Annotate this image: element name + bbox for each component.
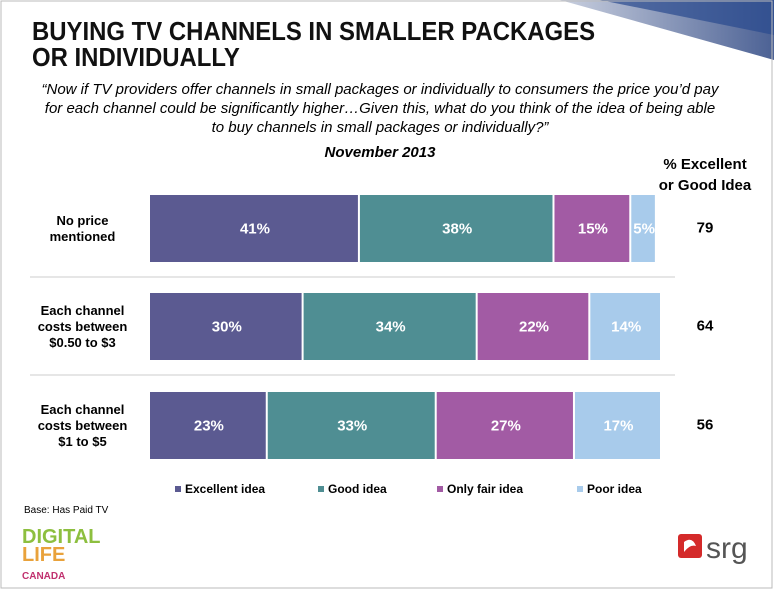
summary-title: % Excellent or Good Idea [658, 156, 752, 194]
value-label: 14% [611, 318, 641, 335]
legend-label: Excellent idea [185, 482, 265, 496]
legend-swatch [175, 486, 181, 492]
bar-segment [554, 195, 630, 262]
logo-word: DIGITAL [22, 526, 101, 548]
summary-value: 56 [697, 416, 714, 433]
bar-segment [150, 392, 266, 459]
value-label: 38% [442, 220, 472, 237]
legend-label: Good idea [328, 482, 387, 496]
category-label: No price mentioned [49, 212, 116, 244]
bar-segment [590, 293, 660, 360]
category-label: Each channel costs between $1 to $5 [37, 401, 128, 449]
chart-title: BUYING TV CHANNELS IN SMALLER PACKAGES O… [32, 16, 596, 72]
value-label: 33% [337, 417, 367, 434]
value-label: 23% [194, 417, 224, 434]
category-label: Each channel costs between $0.50 to $3 [37, 302, 128, 350]
bar-segment [303, 293, 476, 360]
bar-segment [267, 392, 435, 459]
bar-segment [436, 392, 573, 459]
value-label: 22% [519, 318, 549, 335]
legend-swatch [437, 486, 443, 492]
bar-segment [477, 293, 589, 360]
bar-segment [150, 195, 358, 262]
logo-word: CANADA [22, 571, 66, 582]
summary-value: 64 [697, 317, 714, 334]
bar-segment [574, 392, 660, 459]
bar-segment [150, 293, 302, 360]
value-label: 17% [603, 417, 633, 434]
subtitle: “Now if TV providers offer channels in s… [41, 81, 719, 136]
legend-label: Only fair idea [447, 482, 523, 496]
value-label: 30% [212, 318, 242, 335]
value-label: 41% [240, 220, 270, 237]
bar-segment [631, 195, 655, 262]
value-label: 15% [578, 220, 608, 237]
bar-segment [359, 195, 553, 262]
logo-word: LIFE [22, 544, 66, 566]
base-note: Base: Has Paid TV [24, 505, 109, 516]
legend-swatch [577, 486, 583, 492]
legend-label: Poor idea [587, 482, 642, 496]
srg-icon [678, 534, 702, 558]
date: November 2013 [324, 144, 436, 161]
value-label: 5% [633, 220, 655, 237]
logo-left: DIGITAL LIFE CANADA [22, 526, 101, 586]
summary-value: 79 [697, 219, 714, 236]
value-label: 27% [491, 417, 521, 434]
value-label: 34% [376, 318, 406, 335]
header-decoration [600, 0, 774, 35]
legend-swatch [318, 486, 324, 492]
logo-right: srg [706, 532, 748, 565]
